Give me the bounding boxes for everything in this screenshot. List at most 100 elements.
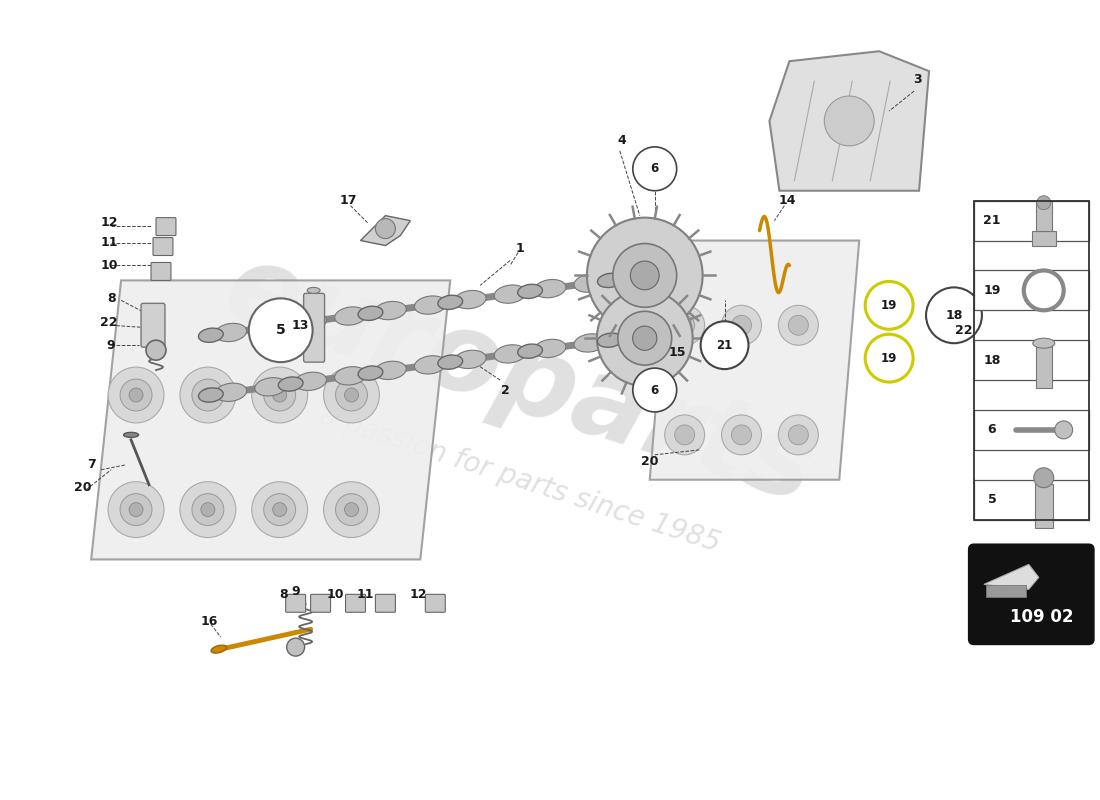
Ellipse shape [214, 383, 246, 402]
Ellipse shape [214, 323, 246, 342]
Circle shape [201, 502, 214, 517]
Ellipse shape [198, 328, 223, 342]
Text: 19: 19 [983, 284, 1001, 297]
FancyBboxPatch shape [426, 594, 446, 612]
Ellipse shape [334, 366, 366, 385]
Circle shape [180, 367, 235, 423]
Text: 9: 9 [292, 585, 300, 598]
Ellipse shape [1033, 338, 1055, 348]
Ellipse shape [123, 432, 139, 438]
Circle shape [1037, 196, 1050, 210]
FancyBboxPatch shape [310, 594, 331, 612]
Ellipse shape [535, 339, 565, 358]
Circle shape [632, 147, 676, 190]
FancyBboxPatch shape [286, 594, 306, 612]
Text: 20: 20 [75, 481, 92, 494]
Text: 5: 5 [276, 323, 286, 338]
FancyBboxPatch shape [345, 594, 365, 612]
Circle shape [722, 415, 761, 455]
Bar [974, 340, 1089, 380]
Polygon shape [91, 281, 450, 559]
Polygon shape [650, 241, 859, 480]
Ellipse shape [307, 287, 320, 294]
Circle shape [664, 415, 705, 455]
Ellipse shape [211, 645, 227, 653]
Circle shape [264, 379, 296, 411]
Circle shape [120, 494, 152, 526]
Circle shape [344, 502, 359, 517]
Circle shape [824, 96, 874, 146]
Circle shape [587, 218, 703, 334]
Text: 1: 1 [516, 242, 525, 255]
Text: 19: 19 [881, 299, 898, 312]
Polygon shape [983, 565, 1038, 590]
Ellipse shape [494, 345, 526, 363]
Circle shape [618, 311, 672, 365]
Text: 22: 22 [100, 316, 118, 329]
Circle shape [866, 282, 913, 330]
Ellipse shape [374, 362, 406, 379]
Ellipse shape [255, 318, 287, 336]
Text: 21: 21 [716, 338, 733, 352]
Circle shape [664, 306, 705, 345]
Ellipse shape [494, 285, 526, 303]
Text: 14: 14 [779, 194, 796, 207]
Circle shape [108, 482, 164, 538]
Circle shape [674, 425, 694, 445]
Text: 8: 8 [107, 292, 116, 305]
Circle shape [632, 368, 676, 412]
Ellipse shape [574, 274, 606, 292]
Circle shape [674, 315, 694, 335]
Ellipse shape [278, 377, 303, 391]
FancyBboxPatch shape [141, 303, 165, 347]
Circle shape [789, 315, 808, 335]
Bar [974, 480, 1089, 519]
Bar [1035, 484, 1053, 527]
Text: 13: 13 [292, 318, 309, 332]
Circle shape [630, 261, 659, 290]
Circle shape [252, 482, 308, 538]
Polygon shape [769, 51, 930, 190]
Ellipse shape [597, 274, 623, 287]
Circle shape [273, 388, 287, 402]
Bar [974, 410, 1089, 450]
FancyBboxPatch shape [375, 594, 395, 612]
Text: 9: 9 [107, 338, 116, 352]
Circle shape [120, 379, 152, 411]
Bar [1036, 346, 1052, 388]
Ellipse shape [359, 306, 383, 321]
Text: 15: 15 [669, 346, 686, 358]
Text: 5: 5 [988, 493, 997, 506]
Circle shape [732, 315, 751, 335]
Ellipse shape [454, 290, 486, 309]
Circle shape [1034, 468, 1054, 488]
Circle shape [632, 326, 657, 350]
Circle shape [613, 243, 676, 307]
Bar [986, 586, 1026, 598]
Ellipse shape [415, 296, 447, 314]
Circle shape [129, 502, 143, 517]
Ellipse shape [198, 388, 223, 402]
Text: 6: 6 [650, 383, 659, 397]
Text: 11: 11 [100, 236, 118, 249]
Text: 19: 19 [881, 352, 898, 365]
FancyBboxPatch shape [156, 218, 176, 235]
Ellipse shape [454, 350, 486, 369]
Circle shape [1024, 270, 1064, 310]
Text: europarts: europarts [211, 234, 828, 526]
Circle shape [722, 306, 761, 345]
Ellipse shape [295, 312, 327, 330]
Text: 109 02: 109 02 [1010, 608, 1072, 626]
Text: 3: 3 [913, 73, 922, 86]
Text: 8: 8 [279, 588, 288, 601]
Circle shape [344, 388, 359, 402]
Text: 7: 7 [87, 458, 96, 471]
Bar [1036, 201, 1052, 230]
FancyBboxPatch shape [151, 262, 170, 281]
Text: 20: 20 [641, 455, 659, 468]
Ellipse shape [415, 356, 447, 374]
Bar [974, 270, 1089, 310]
Circle shape [701, 322, 748, 369]
Circle shape [1055, 421, 1072, 439]
Text: 17: 17 [340, 194, 358, 207]
